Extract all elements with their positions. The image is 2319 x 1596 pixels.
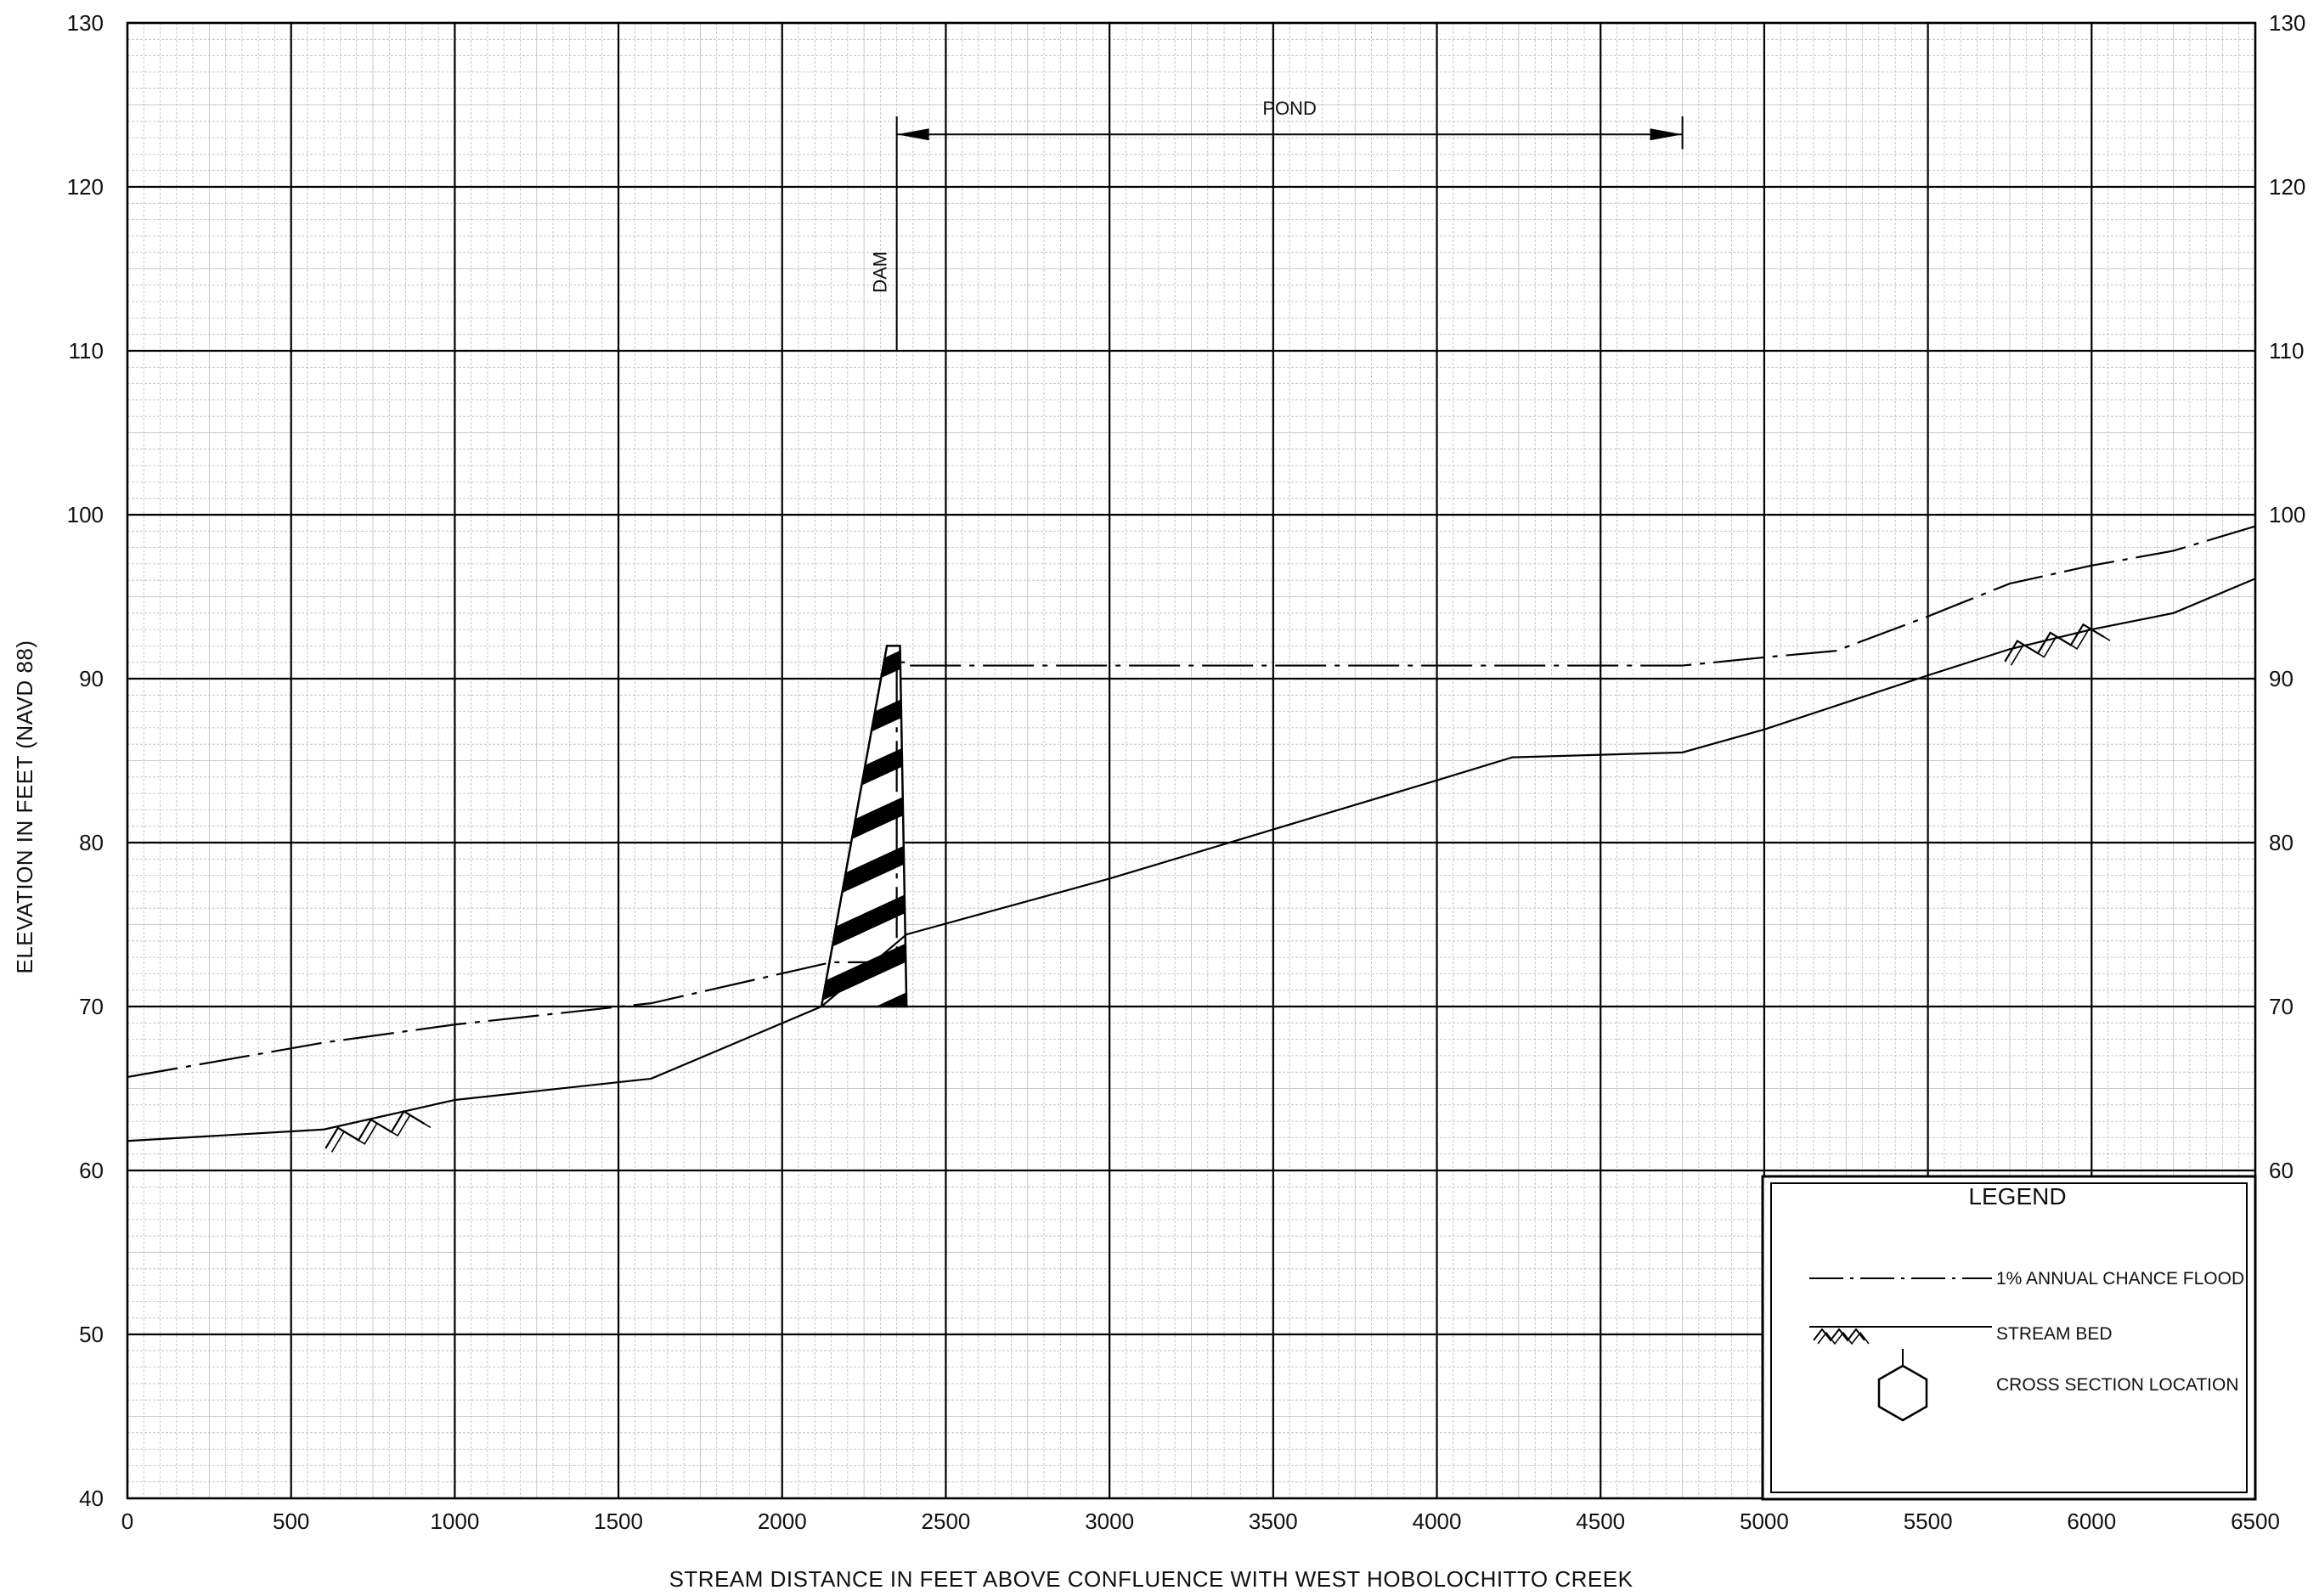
profile-lines — [127, 525, 2256, 1142]
x-tick-label: 3000 — [1085, 1509, 1134, 1534]
legend-item-cross-section: CROSS SECTION LOCATION — [1877, 1349, 2238, 1422]
dam-hatch-stripe — [821, 815, 907, 933]
x-tick-label: 2000 — [758, 1509, 807, 1534]
y-tick-label: 130 — [67, 10, 104, 36]
x-tick-label: 5000 — [1740, 1509, 1789, 1534]
stream-bed-zigzag — [330, 1114, 432, 1153]
y-tick-label: 110 — [69, 338, 104, 364]
x-tick-label: 4000 — [1413, 1509, 1462, 1534]
y-tick-label: 40 — [79, 1486, 104, 1511]
x-tick-label: 0 — [121, 1509, 133, 1534]
y-tick-label: 80 — [79, 830, 104, 855]
y-tick-label: 90 — [79, 666, 104, 691]
y-tick-label-right: 110 — [2269, 338, 2304, 364]
y-tick-label-right: 70 — [2269, 994, 2294, 1019]
dam-hatch-stripe — [821, 765, 907, 883]
stream-bed-line — [127, 578, 2256, 1142]
legend-item-flood: 1% ANNUAL CHANCE FLOOD — [1809, 1269, 2244, 1289]
dam-hatch-stripe — [821, 864, 907, 982]
pond-annotation: POND — [895, 98, 1684, 351]
plot-frame — [126, 21, 2257, 1500]
x-axis-title: STREAM DISTANCE IN FEET ABOVE CONFLUENCE… — [669, 1566, 1633, 1592]
x-tick-label: 4500 — [1576, 1509, 1625, 1534]
hexagon-icon — [1877, 1364, 1928, 1422]
legend-label-flood: 1% ANNUAL CHANCE FLOOD — [1996, 1269, 2244, 1289]
y-axis-title: ELEVATION IN FEET (NAVD 88) — [12, 640, 37, 974]
x-tick-labels: 0 500 1000 1500 2000 2500 3000 3500 4000 4500 5000… — [121, 1509, 2280, 1534]
y-tick-label-right: 60 — [2269, 1158, 2294, 1183]
x-tick-label: 6000 — [2067, 1509, 2116, 1534]
stream-bed-symbols — [324, 623, 2111, 1153]
x-tick-label: 5500 — [1904, 1509, 1953, 1534]
legend-item-stream-bed: STREAM BED — [1809, 1324, 2113, 1345]
x-tick-label: 1500 — [594, 1509, 643, 1534]
y-tick-label: 60 — [79, 1158, 104, 1183]
legend-label-cross-section: CROSS SECTION LOCATION — [1996, 1375, 2238, 1395]
x-tick-label: 2500 — [922, 1509, 971, 1534]
stream-bed-symbol — [2004, 623, 2111, 666]
x-tick-label: 500 — [273, 1509, 309, 1534]
stream-bed-zigzag — [2010, 627, 2111, 666]
legend: LEGEND 1% ANNUAL CHANCE FLOOD STREAM BED… — [1761, 1175, 2257, 1501]
stream-bed-zigzag — [2004, 623, 2105, 663]
y-tick-label-right: 120 — [2269, 174, 2305, 200]
dam-hatch-stripe — [821, 913, 907, 1007]
x-tick-label: 3500 — [1249, 1509, 1298, 1534]
y-tick-labels-left: 40 50 60 70 80 90 100 110 120 130 — [67, 10, 104, 1511]
y-tick-label: 70 — [79, 994, 104, 1019]
y-tick-label-right: 90 — [2269, 666, 2294, 691]
stream-bed-symbol — [324, 1109, 432, 1153]
x-tick-label: 1000 — [430, 1509, 479, 1534]
y-tick-label: 50 — [79, 1322, 104, 1347]
y-tick-label-right: 100 — [2269, 502, 2305, 527]
dam-label: DAM — [870, 251, 891, 293]
dam-hatch-stripe — [821, 716, 907, 834]
pond-left-arrow — [896, 128, 929, 141]
y-tick-labels-right: 60 70 80 90 100 110 120 130 — [2269, 10, 2305, 1183]
stream-bed-symbol-icon — [1813, 1328, 1865, 1342]
legend-title: LEGEND — [1968, 1183, 2066, 1210]
pond-label: POND — [1262, 98, 1317, 119]
y-tick-label: 100 — [67, 502, 104, 527]
flood-profile-line — [127, 525, 2256, 1079]
y-tick-label: 120 — [67, 174, 104, 200]
legend-label-stream-bed: STREAM BED — [1996, 1324, 2113, 1344]
stream-bed-zigzag — [324, 1109, 426, 1149]
x-tick-label: 6500 — [2231, 1509, 2280, 1534]
y-tick-label-right: 130 — [2269, 10, 2305, 36]
y-tick-label-right: 80 — [2269, 830, 2294, 855]
pond-right-arrow — [1650, 128, 1683, 141]
